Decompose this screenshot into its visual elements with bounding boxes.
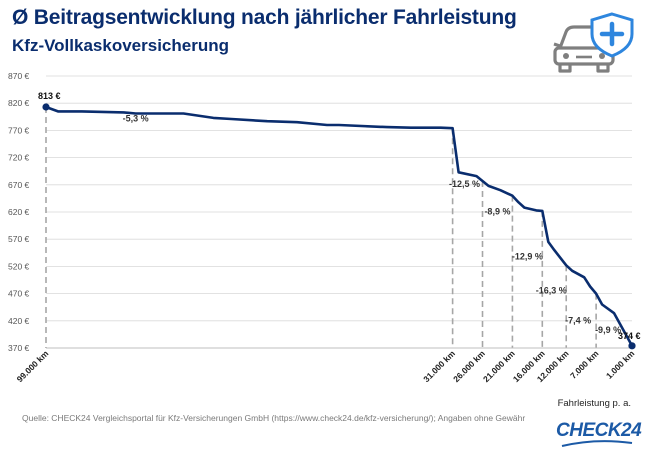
percent-change-label: -12,5 %	[449, 179, 480, 189]
x-axis-label: Fahrleistung p. a.	[557, 398, 631, 409]
y-tick-label: 720 €	[8, 153, 30, 163]
data-point	[42, 103, 50, 111]
chart-subtitle: Kfz-Vollkaskoversicherung	[12, 36, 229, 55]
percent-change-label: -9,9 %	[595, 325, 621, 335]
y-tick-label: 570 €	[8, 234, 30, 244]
y-tick-label: 820 €	[8, 98, 30, 108]
check24-logo-swoosh	[561, 440, 633, 447]
percent-change-label: -5,3 %	[123, 114, 149, 124]
source-note: Quelle: CHECK24 Vergleichsportal für Kfz…	[22, 413, 526, 423]
x-tick-label: 7.000 km	[568, 348, 601, 381]
x-tick-label: 99.000 km	[15, 348, 51, 384]
y-tick-label: 670 €	[8, 180, 30, 190]
check24-logo: CHECK24	[556, 420, 642, 441]
y-tick-label: 420 €	[8, 316, 30, 326]
y-tick-label: 770 €	[8, 125, 30, 135]
y-tick-label: 370 €	[8, 343, 30, 353]
y-tick-label: 870 €	[8, 71, 30, 81]
data-label: 374 €	[618, 331, 641, 341]
y-tick-label: 620 €	[8, 207, 30, 217]
y-tick-label: 520 €	[8, 261, 30, 271]
chart-title: Ø Beitragsentwicklung nach jährlicher Fa…	[12, 6, 517, 29]
percent-change-label: -16,3 %	[536, 286, 567, 296]
percent-change-label: -8,9 %	[484, 207, 510, 217]
y-tick-label: 470 €	[8, 289, 30, 299]
series-line	[45, 105, 634, 347]
x-tick-label: 1.000 km	[604, 348, 637, 381]
data-point	[628, 342, 636, 350]
percent-change-label: -12,9 %	[512, 251, 543, 261]
car-shield-plus-icon	[548, 12, 638, 76]
percent-change-label: -7,4 %	[565, 316, 591, 326]
line-chart: 870 € 820 € 770 € 720 € 670 € 620 € 570 € 520 €…	[8, 71, 641, 384]
data-label: 813 €	[38, 91, 61, 101]
